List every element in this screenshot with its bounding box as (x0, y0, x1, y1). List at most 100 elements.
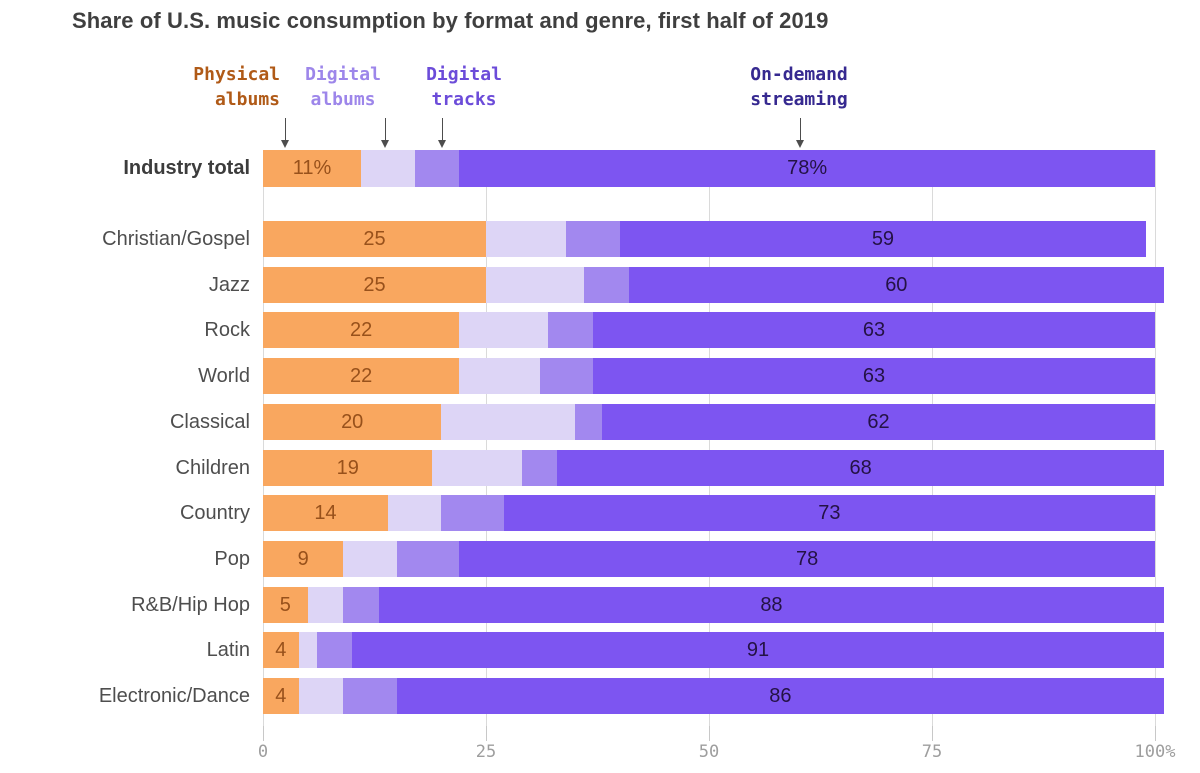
bar-segment-digital-tracks (343, 586, 379, 623)
axis-tick-label: 75 (921, 742, 943, 762)
bar-segment-physical-albums (263, 403, 442, 440)
bar-segment-digital-albums (343, 540, 397, 577)
bar-value-physical: 25 (363, 228, 386, 250)
bar-segment-on-demand-streaming (628, 266, 1164, 303)
bar-value-streaming: 78 (795, 547, 819, 570)
bar-value-streaming: 63 (862, 365, 886, 388)
arrow-shaft (799, 118, 801, 141)
bar-value-streaming: 73 (818, 502, 841, 525)
bar-segment-physical-albums (263, 495, 388, 532)
bar-value-streaming: 60 (885, 273, 908, 296)
bar-segment-physical-albums (263, 540, 344, 577)
row-label: Country (179, 502, 250, 525)
bar-segment-on-demand-streaming (459, 150, 1155, 187)
bar-segment-physical-albums (263, 312, 460, 349)
arrow-head-icon (437, 140, 446, 148)
bar-segment-digital-albums (459, 358, 540, 395)
row-label: R&B/Hip Hop (131, 593, 250, 616)
arrow-shaft (284, 118, 286, 141)
arrow-head-icon (280, 140, 289, 148)
row-label: Latin (206, 639, 250, 662)
bar-segment-on-demand-streaming (619, 221, 1147, 257)
bar-segment-physical-albums (263, 266, 486, 303)
bar-value-streaming: 91 (746, 639, 770, 662)
arrow-shaft (441, 118, 443, 141)
legend-label-1: Physical albums (193, 64, 280, 110)
legend-label-3: Digital tracks (426, 64, 502, 110)
bar-segment-digital-tracks (343, 678, 397, 714)
bar-segment-physical-albums (263, 449, 433, 486)
bar-segment-digital-albums (486, 221, 567, 257)
bar-segment-on-demand-streaming (557, 449, 1164, 486)
legend-label-2: Digital albums (305, 64, 381, 110)
bar-value-streaming: 68 (849, 456, 872, 479)
bar-segment-digital-tracks (441, 495, 504, 532)
bar-segment-digital-tracks (316, 632, 353, 669)
bar-segment-digital-tracks (548, 312, 594, 349)
row-label: Rock (204, 319, 250, 342)
bar-value-streaming: 62 (867, 410, 890, 433)
chart-title: Share of U.S. music consumption by forma… (72, 8, 829, 33)
row-label: Classical (169, 410, 250, 433)
gridline (709, 150, 710, 741)
bar-value-physical: 22 (349, 365, 373, 388)
bar-value-streaming: 63 (862, 319, 886, 342)
row-label: World (198, 365, 250, 388)
bar-value-physical: 14 (314, 502, 337, 525)
bar-value-physical: 4 (275, 685, 287, 707)
gridline (932, 150, 933, 741)
bar-segment-physical-albums (263, 221, 486, 257)
bar-segment-physical-albums (263, 150, 362, 187)
bar-segment-digital-albums (298, 678, 344, 714)
bar-segment-digital-tracks (414, 150, 460, 187)
axis-tick (486, 726, 487, 741)
bar-segment-on-demand-streaming (459, 540, 1155, 577)
bar-value-physical: 19 (336, 456, 359, 479)
bar-value-streaming: 78% (787, 157, 828, 179)
bar-value-physical: 9 (297, 547, 309, 570)
gridline (1155, 150, 1156, 741)
bar-value-physical: 20 (341, 410, 364, 433)
axis-tick (932, 726, 933, 741)
arrow-head-icon (795, 140, 804, 148)
bar-segment-on-demand-streaming (396, 678, 1164, 714)
bar-segment-digital-albums (441, 403, 576, 440)
bar-value-physical: 11% (292, 157, 332, 179)
bar-value-streaming: 88 (760, 593, 783, 616)
bar-segment-digital-albums (307, 586, 344, 623)
bar-value-physical: 22 (349, 319, 373, 342)
bar-segment-digital-tracks (584, 266, 629, 303)
bar-segment-digital-tracks (539, 358, 594, 395)
row-label: Pop (214, 547, 250, 570)
row-label: Children (175, 456, 250, 479)
arrow-shaft (384, 118, 386, 141)
axis-tick-label: 100% (1134, 742, 1176, 762)
legend-label-4: On-demand streaming (750, 64, 848, 110)
bar-segment-digital-albums (459, 312, 549, 349)
bar-segment-digital-albums (432, 449, 522, 486)
bar-segment-on-demand-streaming (601, 403, 1155, 440)
bar-segment-on-demand-streaming (378, 586, 1164, 623)
bar-value-physical: 25 (363, 273, 386, 296)
axis-tick-label: 25 (475, 742, 497, 762)
bar-segment-physical-albums (263, 632, 299, 669)
bar-value-streaming: 59 (871, 228, 895, 250)
bar-segment-on-demand-streaming (593, 358, 1155, 395)
axis-tick (1155, 726, 1156, 741)
axis-tick (263, 726, 264, 741)
bar-segment-digital-albums (298, 632, 317, 669)
bar-value-physical: 4 (275, 639, 287, 662)
bar-segment-digital-tracks (566, 221, 620, 257)
bar-value-streaming: 86 (769, 685, 792, 707)
axis-tick-label: 0 (257, 742, 269, 762)
bar-segment-digital-tracks (521, 449, 558, 486)
bar-segment-on-demand-streaming (593, 312, 1155, 349)
bar-segment-physical-albums (263, 586, 308, 623)
bar-segment-digital-tracks (396, 540, 460, 577)
bar-segment-digital-albums (361, 150, 415, 187)
axis-tick (709, 726, 710, 741)
bar-segment-on-demand-streaming (352, 632, 1164, 669)
axis-tick-label: 50 (698, 742, 720, 762)
bar-segment-on-demand-streaming (503, 495, 1155, 532)
